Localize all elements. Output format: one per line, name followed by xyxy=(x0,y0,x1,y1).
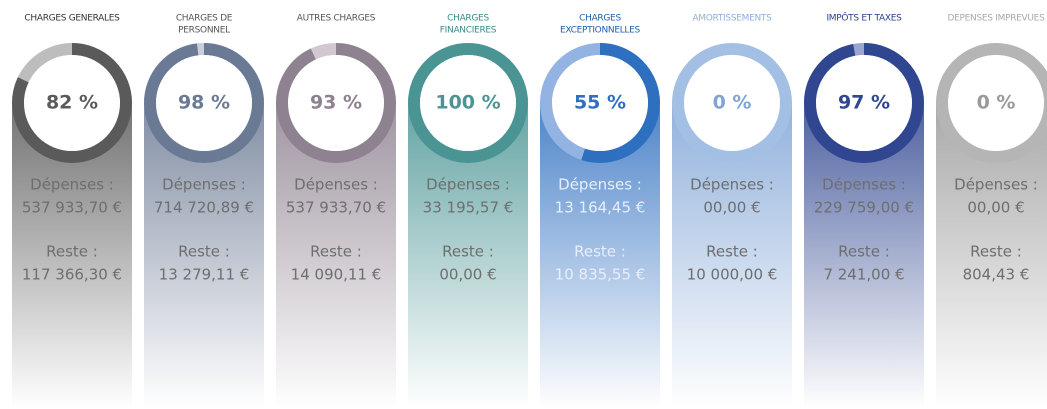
depenses-label: Dépenses : xyxy=(822,176,906,194)
card-title: CHARGES xyxy=(579,14,621,24)
gauge-track xyxy=(936,43,1047,163)
gauge-arc xyxy=(276,43,396,163)
card-title: CHARGES DE xyxy=(176,14,233,24)
card-title: CHARGES GENERALES xyxy=(24,14,120,24)
reste-value: 804,43 € xyxy=(963,266,1030,284)
reste-label: Reste : xyxy=(442,243,494,261)
gauge-card: IMPÔTS ET TAXES 97 % Dépenses : 229 759,00 … xyxy=(804,12,924,409)
gauge-percent: 100 % xyxy=(435,92,500,114)
reste-label: Reste : xyxy=(310,243,362,261)
gauge-percent: 0 % xyxy=(713,92,752,114)
depenses-label: Dépenses : xyxy=(690,176,774,194)
gauge-track xyxy=(672,43,792,163)
reste-label: Reste : xyxy=(970,243,1022,261)
reste-label: Reste : xyxy=(178,243,230,261)
card-title: AUTRES CHARGES xyxy=(297,14,376,24)
gauge-percent: 55 % xyxy=(574,92,626,114)
gauge-arc xyxy=(12,43,132,163)
depenses-value: 13 164,45 € xyxy=(555,199,646,217)
depenses-label: Dépenses : xyxy=(294,176,378,194)
gauge-percent: 93 % xyxy=(310,92,362,114)
gauge-card: AUTRES CHARGES 93 % Dépenses : 537 933,70 €… xyxy=(276,14,396,409)
reste-value: 13 279,11 € xyxy=(159,266,250,284)
gauge-center xyxy=(24,55,120,151)
gauge-percent: 98 % xyxy=(178,92,230,114)
gauge-percent: 0 % xyxy=(977,92,1016,114)
gauge-center xyxy=(288,55,384,151)
card-title: PERSONNEL xyxy=(178,26,230,36)
gauge-arc xyxy=(804,43,924,163)
gauge-card: AMORTISSEMENTS 0 % Dépenses : 00,00 € Reste … xyxy=(672,14,792,409)
gauge-center xyxy=(156,55,252,151)
depenses-value: 714 720,89 € xyxy=(154,199,254,217)
depenses-value: 33 195,57 € xyxy=(423,199,514,217)
gauge-center xyxy=(948,55,1044,151)
gauge-center xyxy=(684,55,780,151)
depenses-value: 00,00 € xyxy=(967,199,1024,217)
depenses-value: 229 759,00 € xyxy=(814,199,914,217)
card-title: IMPÔTS ET TAXES xyxy=(826,12,902,24)
reste-value: 117 366,30 € xyxy=(22,266,122,284)
reste-label: Reste : xyxy=(838,243,890,261)
gauge-card: CHARGES FINANCIERES 100 % Dépenses : 33 195,… xyxy=(408,14,528,409)
gauge-percent: 97 % xyxy=(838,92,890,114)
depenses-label: Dépenses : xyxy=(558,176,642,194)
gauge-center xyxy=(816,55,912,151)
card-title: DEPENSES IMPREVUES xyxy=(948,14,1046,24)
gauge-card: CHARGES GENERALES 82 % Dépenses : 537 933,7… xyxy=(12,14,132,409)
gauge-arc xyxy=(540,43,660,163)
gauge-card: CHARGES EXCEPTIONNELLES 55 % Dépenses : 13 1… xyxy=(540,14,660,409)
reste-value: 10 835,55 € xyxy=(555,266,646,284)
gauge-arc xyxy=(144,43,264,163)
card-title: EXCEPTIONNELLES xyxy=(560,26,640,36)
gauge-center xyxy=(552,55,648,151)
depenses-label: Dépenses : xyxy=(162,176,246,194)
reste-value: 7 241,00 € xyxy=(823,266,904,284)
card-title: FINANCIERES xyxy=(440,26,497,36)
reste-value: 14 090,11 € xyxy=(291,266,382,284)
reste-label: Reste : xyxy=(706,243,758,261)
reste-label: Reste : xyxy=(574,243,626,261)
gauge-center xyxy=(420,55,516,151)
depenses-value: 537 933,70 € xyxy=(286,199,386,217)
depenses-value: 00,00 € xyxy=(703,199,760,217)
card-title: AMORTISSEMENTS xyxy=(692,14,772,24)
gauge-arc xyxy=(408,43,528,163)
depenses-label: Dépenses : xyxy=(954,176,1038,194)
gauge-percent: 82 % xyxy=(46,92,98,114)
depenses-value: 537 933,70 € xyxy=(22,199,122,217)
gauge-card: DEPENSES IMPREVUES 0 % Dépenses : 00,00 € Re… xyxy=(936,14,1047,409)
card-title: CHARGES xyxy=(447,14,489,24)
gauge-card: CHARGES DE PERSONNEL 98 % Dépenses : 714 720… xyxy=(144,14,264,409)
reste-value: 00,00 € xyxy=(439,266,496,284)
depenses-label: Dépenses : xyxy=(30,176,114,194)
reste-label: Reste : xyxy=(46,243,98,261)
depenses-label: Dépenses : xyxy=(426,176,510,194)
reste-value: 10 000,00 € xyxy=(687,266,778,284)
